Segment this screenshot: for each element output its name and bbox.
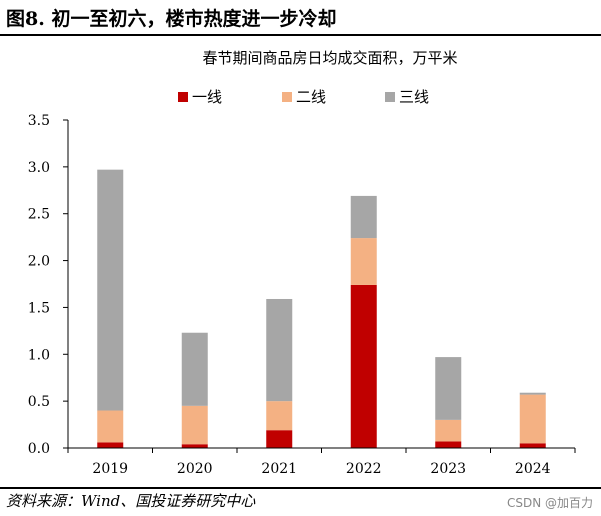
bar-segment xyxy=(435,419,462,442)
legend-swatch-2 xyxy=(282,92,292,102)
bars-group xyxy=(97,169,546,448)
bar-segment xyxy=(266,430,293,448)
watermark: CSDN @加百力 xyxy=(506,496,593,510)
title-divider xyxy=(0,34,601,36)
bar-segment xyxy=(97,410,124,443)
footer-divider xyxy=(0,487,601,489)
y-tick-label: 0.5 xyxy=(28,394,50,410)
y-tick-label: 2.0 xyxy=(28,254,50,270)
legend-swatch-1 xyxy=(178,92,188,102)
y-tick-label: 1.5 xyxy=(28,300,50,316)
bar-segment xyxy=(435,441,462,448)
bar-segment xyxy=(519,394,546,444)
figure-title: 图8. 初一至初六，楼市热度进一步冷却 xyxy=(6,8,337,30)
y-tick-label: 0.0 xyxy=(28,441,50,457)
bar-segment xyxy=(97,169,124,411)
stacked-bar-chart: 春节期间商品房日均成交面积，万平米 一线 二线 三线 0.0 0.5 1.0 1.5 2.0… xyxy=(28,49,576,477)
bar-segment xyxy=(435,357,462,420)
bar-segment xyxy=(350,238,377,285)
bar-segment xyxy=(519,443,546,448)
bar-segment xyxy=(266,298,293,402)
x-tick-label: 2022 xyxy=(346,461,382,477)
source-note: 资料来源：Wind、国投证券研究中心 xyxy=(6,492,256,510)
legend-label-2: 二线 xyxy=(296,88,326,106)
legend-label-3: 三线 xyxy=(399,88,429,106)
bar-segment xyxy=(181,444,208,448)
x-axis: 2019 2020 2021 2022 2023 2024 xyxy=(67,447,576,477)
bar-segment xyxy=(266,401,293,431)
x-tick-label: 2023 xyxy=(430,461,466,477)
bar-segment xyxy=(350,195,377,239)
bar-segment xyxy=(519,392,546,395)
x-tick-label: 2024 xyxy=(515,461,551,477)
y-tick-label: 2.5 xyxy=(28,207,50,223)
bar-segment xyxy=(97,442,124,448)
bar-segment xyxy=(181,405,208,445)
y-tick-label: 3.5 xyxy=(28,113,50,129)
legend: 一线 二线 三线 xyxy=(178,88,429,106)
legend-swatch-3 xyxy=(385,92,395,102)
bar-segment xyxy=(181,332,208,406)
chart-title: 春节期间商品房日均成交面积，万平米 xyxy=(202,49,457,67)
bar-segment xyxy=(350,284,377,448)
x-tick-label: 2020 xyxy=(177,461,213,477)
y-tick-label: 3.0 xyxy=(28,160,50,176)
x-tick-label: 2019 xyxy=(92,461,128,477)
y-axis: 0.0 0.5 1.0 1.5 2.0 2.5 3.0 3.5 xyxy=(28,113,69,457)
legend-label-1: 一线 xyxy=(192,88,222,106)
y-tick-label: 1.0 xyxy=(28,347,50,363)
x-tick-label: 2021 xyxy=(261,461,297,477)
